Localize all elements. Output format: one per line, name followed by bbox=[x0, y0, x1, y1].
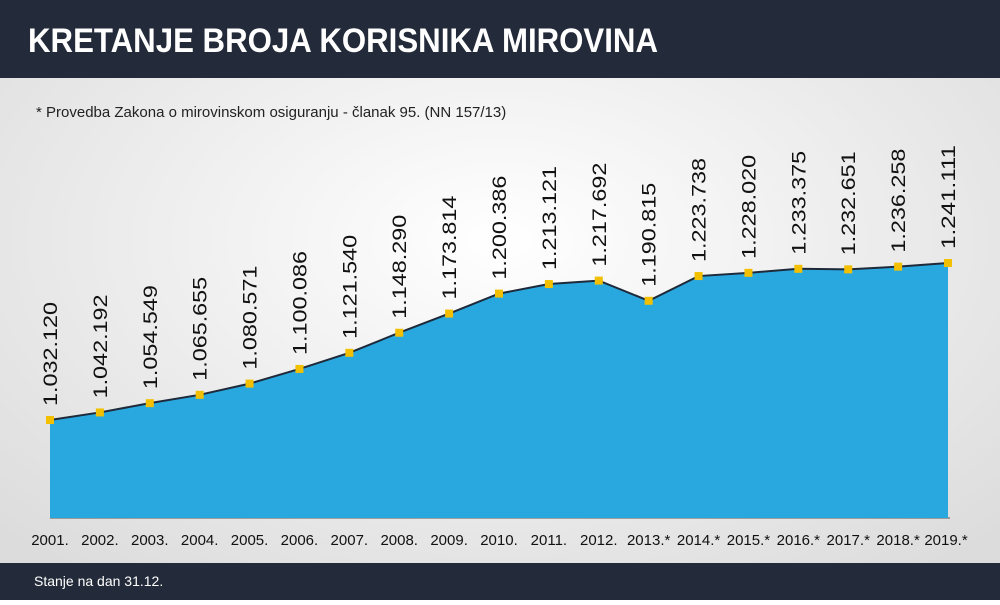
chart-title: KRETANJE BROJA KORISNIKA MIROVINA bbox=[28, 22, 658, 60]
x-tick-label: 2009. bbox=[430, 532, 468, 549]
x-tick-label: 2002. bbox=[81, 532, 119, 549]
x-tick-label: 2010. bbox=[480, 532, 518, 549]
x-tick-label: 2006. bbox=[281, 532, 319, 549]
x-tick-label: 2012. bbox=[580, 532, 618, 549]
marker bbox=[295, 364, 304, 373]
marker bbox=[744, 268, 753, 277]
x-tick-label: 2004. bbox=[181, 532, 219, 549]
value-label: 1.173.814 bbox=[440, 195, 461, 300]
x-tick-label: 2017.* bbox=[827, 532, 871, 549]
value-label: 1.148.290 bbox=[390, 215, 411, 319]
marker bbox=[844, 265, 853, 274]
area bbox=[50, 263, 948, 518]
value-label: 1.100.086 bbox=[290, 251, 311, 355]
x-tick-label: 2019.* bbox=[924, 532, 968, 549]
value-label: 1.065.655 bbox=[191, 277, 212, 381]
marker bbox=[195, 390, 204, 399]
x-tick-label: 2016.* bbox=[777, 532, 821, 549]
marker bbox=[544, 280, 553, 289]
x-tick-label: 2003. bbox=[131, 532, 169, 549]
value-label: 1.213.121 bbox=[540, 166, 561, 270]
x-tick-label: 2011. bbox=[531, 532, 567, 549]
subtitle: * Provedba Zakona o mirovinskom osiguran… bbox=[36, 104, 506, 121]
value-label: 1.217.692 bbox=[590, 163, 611, 267]
marker bbox=[495, 289, 503, 298]
value-label: 1.233.375 bbox=[789, 151, 810, 255]
value-label: 1.054.549 bbox=[141, 285, 162, 389]
value-label: 1.032.120 bbox=[41, 302, 62, 406]
x-tick-label: 2015.* bbox=[727, 532, 771, 549]
marker bbox=[345, 348, 354, 357]
marker bbox=[245, 379, 254, 388]
value-label: 1.042.192 bbox=[91, 294, 112, 398]
x-tick-label: 2013.* bbox=[627, 532, 671, 549]
value-label: 1.232.651 bbox=[839, 151, 860, 255]
value-label: 1.241.111 bbox=[939, 145, 960, 249]
value-label: 1.236.258 bbox=[889, 149, 910, 253]
marker bbox=[445, 309, 454, 318]
marker bbox=[794, 264, 803, 273]
x-tick-label: 2008. bbox=[380, 532, 418, 549]
value-label: 1.080.571 bbox=[241, 266, 262, 370]
marker bbox=[95, 408, 104, 417]
marker bbox=[145, 399, 154, 408]
x-tick-label: 2005. bbox=[231, 532, 269, 549]
marker bbox=[594, 276, 603, 285]
x-tick-label: 2014.* bbox=[677, 532, 721, 549]
x-tick-label: 2018.* bbox=[876, 532, 920, 549]
marker bbox=[46, 416, 54, 424]
marker bbox=[694, 272, 703, 281]
marker bbox=[644, 296, 653, 305]
value-label: 1.190.815 bbox=[640, 183, 661, 287]
footer bbox=[0, 563, 1000, 600]
value-label: 1.223.738 bbox=[690, 158, 711, 262]
header bbox=[0, 0, 1000, 78]
marker bbox=[395, 328, 404, 337]
value-label: 1.200.386 bbox=[490, 176, 511, 280]
x-tick-label: 2001. bbox=[31, 532, 69, 549]
x-tick-label: 2007. bbox=[331, 532, 369, 549]
footnote: Stanje na dan 31.12. bbox=[34, 573, 163, 589]
value-label: 1.228.020 bbox=[739, 155, 760, 259]
marker bbox=[944, 259, 952, 267]
value-label: 1.121.540 bbox=[340, 235, 361, 339]
marker bbox=[894, 262, 903, 271]
